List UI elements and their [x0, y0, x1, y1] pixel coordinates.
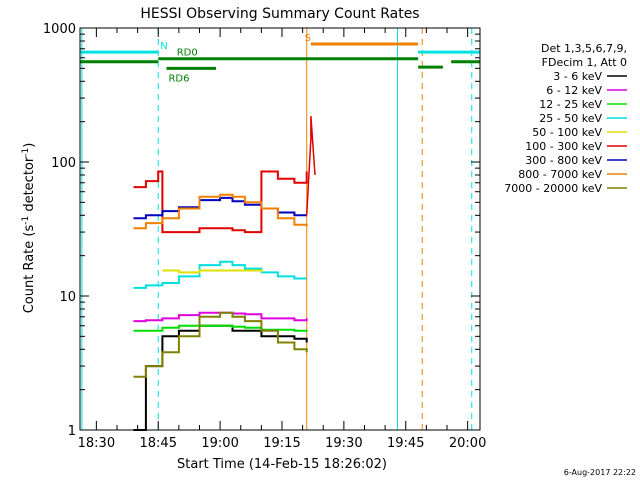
x-tick-label: 19:00 [201, 436, 238, 451]
y-tick-label: 100 [51, 156, 76, 171]
series-line-0 [133, 324, 308, 431]
legend-entry-label: 25 - 50 keV [539, 112, 602, 125]
series-line-3 [133, 260, 307, 289]
flare-spike-line [305, 116, 316, 216]
generation-timestamp: 6-Aug-2017 22:22 [564, 468, 636, 477]
series-line-5 [133, 170, 308, 234]
y-tick-label: 10 [59, 290, 76, 305]
x-tick-label: 19:15 [263, 436, 300, 451]
state-label-rd0: RD0 [177, 48, 198, 59]
x-axis-label: Start Time (14-Feb-15 18:26:02) [177, 457, 387, 472]
x-tick-label: 18:30 [78, 436, 115, 451]
legend-entry-label: 7000 - 20000 keV [504, 182, 602, 195]
y-tick-label: 1 [68, 424, 76, 439]
legend-entry-label: 300 - 800 keV [525, 154, 602, 167]
plot-frame [79, 27, 481, 431]
series-line-6 [133, 196, 307, 220]
y-axis-label: Count Rate (s-1 detector-1) [21, 143, 37, 314]
plot-area: N S RD0 RD6 1 10 100 1000 18:30 18:45 19:00 19:15 19… [43, 22, 486, 451]
legend-entry-label: 50 - 100 keV [532, 126, 602, 139]
series-line-7 [133, 193, 308, 230]
x-tick-label: 19:45 [387, 436, 424, 451]
series-line-2 [133, 324, 308, 332]
y-tick-label: 1000 [43, 22, 76, 37]
legend-entry-label: 12 - 25 keV [539, 98, 602, 111]
x-tick-label: 20:00 [449, 436, 486, 451]
legend-entry-label: 6 - 12 keV [546, 84, 602, 97]
state-label-n: N [160, 41, 167, 52]
chart-title: HESSI Observing Summary Count Rates [140, 6, 419, 22]
legend-header-line-1: Det 1,3,5,6,7,9, [541, 42, 627, 55]
state-label-rd6: RD6 [168, 73, 189, 84]
legend-entry-label: 3 - 6 keV [553, 70, 602, 83]
series-line-4 [162, 269, 263, 274]
x-tick-label: 18:45 [140, 436, 177, 451]
legend: Det 1,3,5,6,7,9, FDecim 1, Att 0 3 - 6 k… [504, 42, 627, 195]
legend-entry-label: 100 - 300 keV [525, 140, 602, 153]
legend-entry-label: 800 - 7000 keV [518, 168, 602, 181]
legend-header-line-2: FDecim 1, Att 0 [542, 56, 627, 69]
series-line-8 [133, 311, 308, 378]
state-label-s: S [305, 33, 311, 44]
x-tick-label: 19:30 [325, 436, 362, 451]
